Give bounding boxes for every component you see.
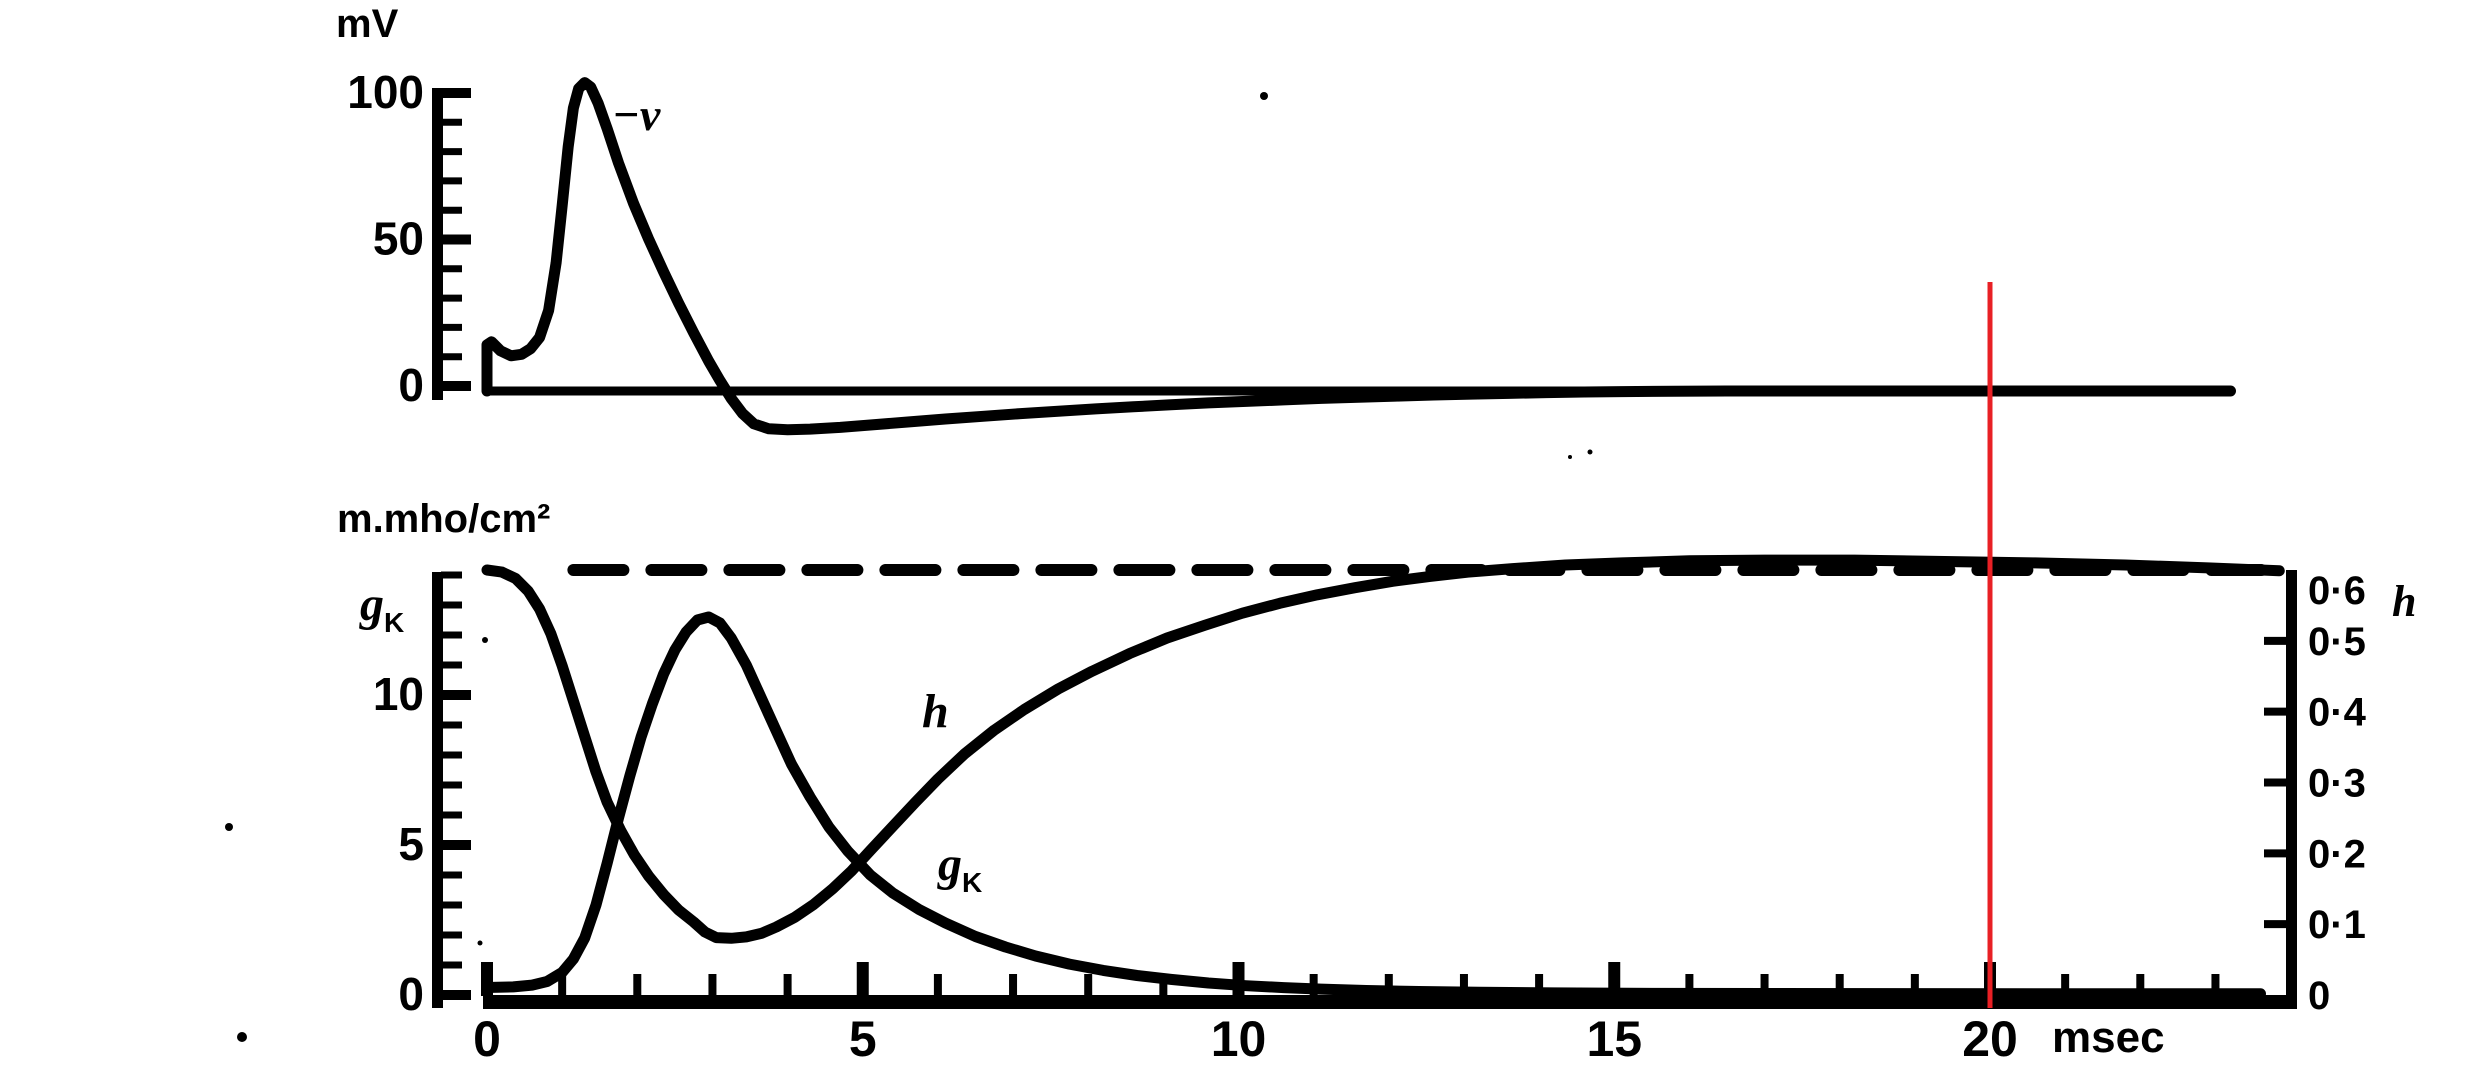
ink-speck-1: [225, 823, 233, 831]
h-inactivation-curve: [481, 554, 2285, 944]
h-curve-label: h: [922, 685, 949, 738]
ink-speck-3: [482, 637, 488, 643]
h-right-axis-label: h: [2392, 577, 2417, 626]
right-y-tick-label-0·4: 0·4: [2308, 691, 2367, 735]
right-y-tick-label-0: 0: [2308, 974, 2330, 1018]
right-y-tick-label-0·6: 0·6: [2308, 569, 2366, 613]
gk-curve-label: gK: [938, 838, 982, 897]
right-y-tick-label-0·1: 0·1: [2308, 903, 2366, 947]
right-y-tick-label-0·5: 0·5: [2308, 620, 2366, 664]
left-y-tick-label-10: 10: [373, 668, 424, 720]
x-tick-label-15: 15: [1586, 1011, 1642, 1067]
top-y-tick-label-100: 100: [347, 66, 424, 118]
right-y-tick-label-0·2: 0·2: [2308, 832, 2366, 876]
ink-speck-2: [237, 1032, 247, 1042]
top-y-tick-label-50: 50: [373, 213, 424, 265]
left-y-tick-label-0: 0: [398, 968, 424, 1020]
top-y-tick-label-0: 0: [398, 359, 424, 411]
left-y-tick-label-5: 5: [398, 818, 424, 870]
gk-curve-label-sub: K: [962, 867, 983, 898]
v-curve-label: −v: [612, 89, 661, 140]
ink-speck-6: [1568, 455, 1572, 459]
gk-conductance-curve: [481, 611, 2266, 1000]
bottom-y-axis-unit-label: m.mho/cm²: [337, 497, 551, 541]
top-y-axis-unit-label: mV: [336, 2, 399, 46]
ink-speck-5: [1587, 449, 1593, 455]
x-axis-unit-label: msec: [2052, 1013, 2165, 1062]
gk-axis-symbol: gK: [360, 578, 404, 637]
gk-axis-symbol-main: g: [360, 578, 384, 631]
x-tick-label-5: 5: [849, 1011, 877, 1067]
right-y-tick-label-0·3: 0·3: [2308, 762, 2366, 806]
gk-axis-symbol-sub: K: [384, 607, 405, 638]
ink-speck-4: [477, 940, 483, 946]
ink-speck-0: [1260, 92, 1268, 100]
x-tick-label-10: 10: [1211, 1011, 1267, 1067]
x-tick-label-20: 20: [1962, 1011, 2018, 1067]
action-potential-curve: [481, 77, 2236, 436]
x-tick-label-0: 0: [473, 1011, 501, 1067]
gk-curve-label-main: g: [938, 838, 962, 891]
